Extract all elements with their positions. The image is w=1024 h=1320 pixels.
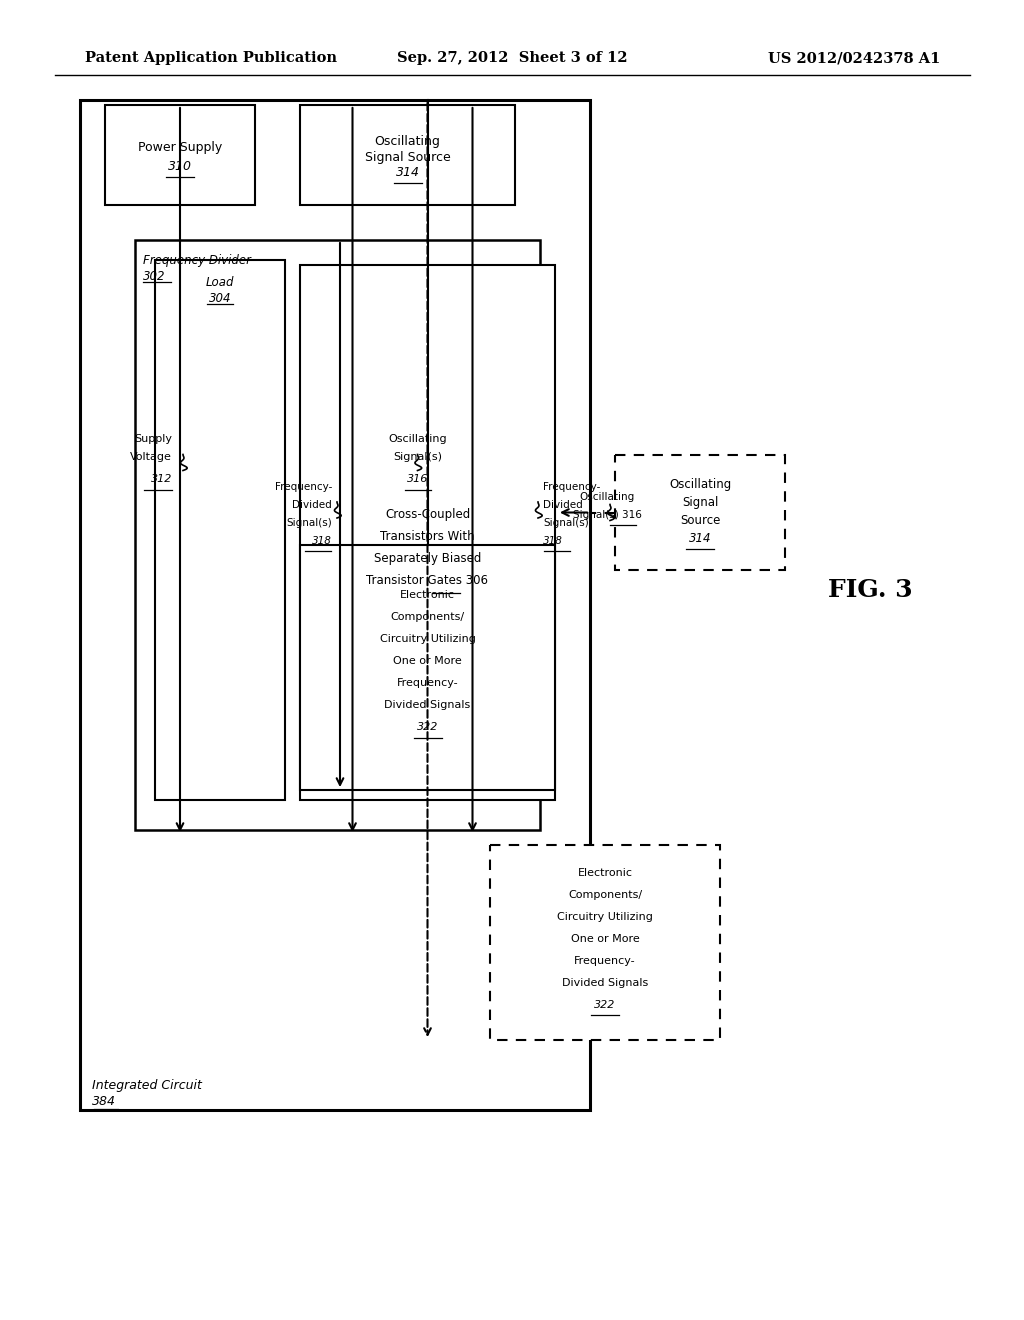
Text: Circuitry Utilizing: Circuitry Utilizing (557, 912, 653, 921)
Text: 384: 384 (92, 1096, 116, 1107)
Text: Divided Signals: Divided Signals (562, 978, 648, 987)
Text: 314: 314 (395, 166, 420, 180)
Text: 318: 318 (312, 536, 332, 546)
Text: Oscillating: Oscillating (375, 135, 440, 148)
Text: Frequency-: Frequency- (574, 956, 636, 965)
Text: Circuitry Utilizing: Circuitry Utilizing (380, 635, 475, 644)
Text: Patent Application Publication: Patent Application Publication (85, 51, 337, 65)
Text: Frequency-: Frequency- (396, 678, 459, 689)
Text: Signal: Signal (682, 496, 718, 510)
Text: Sep. 27, 2012  Sheet 3 of 12: Sep. 27, 2012 Sheet 3 of 12 (396, 51, 628, 65)
Text: Frequency Divider: Frequency Divider (143, 253, 251, 267)
Bar (105, 106, 255, 205)
Text: Electronic: Electronic (400, 590, 455, 601)
Text: Components/: Components/ (568, 890, 642, 899)
Bar (300, 265, 555, 800)
Text: Integrated Circuit: Integrated Circuit (92, 1078, 202, 1092)
Text: Oscillating: Oscillating (669, 478, 731, 491)
Text: Divided Signals: Divided Signals (384, 701, 471, 710)
Text: Source: Source (680, 513, 720, 527)
Bar (155, 260, 285, 800)
Bar (490, 845, 720, 1040)
Text: Oscillating: Oscillating (388, 434, 446, 445)
Text: 302: 302 (143, 271, 166, 282)
Text: Load: Load (206, 276, 234, 289)
Text: 304: 304 (209, 292, 231, 305)
Text: FIG. 3: FIG. 3 (827, 578, 912, 602)
Text: Components/: Components/ (390, 612, 465, 623)
Text: Power Supply: Power Supply (138, 140, 222, 153)
Text: Signal(s) 316: Signal(s) 316 (573, 510, 642, 520)
Text: 322: 322 (594, 999, 615, 1010)
Text: Frequency-: Frequency- (543, 482, 600, 492)
Bar (80, 100, 590, 1110)
Text: 318: 318 (543, 536, 563, 546)
Bar (300, 545, 555, 789)
Text: 312: 312 (151, 474, 172, 484)
Text: Signal(s): Signal(s) (543, 517, 589, 528)
Bar (615, 455, 785, 570)
Text: Frequency-: Frequency- (274, 482, 332, 492)
Text: Oscillating: Oscillating (580, 491, 635, 502)
Text: 314: 314 (689, 532, 712, 545)
Text: Transistors With: Transistors With (380, 531, 475, 543)
Text: Signal Source: Signal Source (365, 150, 451, 164)
Text: One or More: One or More (570, 933, 639, 944)
Bar (135, 240, 540, 830)
Text: 322: 322 (417, 722, 438, 733)
Text: US 2012/0242378 A1: US 2012/0242378 A1 (768, 51, 940, 65)
Text: Voltage: Voltage (130, 453, 172, 462)
Text: Transistor Gates 306: Transistor Gates 306 (367, 574, 488, 587)
Bar (300, 106, 515, 205)
Text: Signal(s): Signal(s) (287, 517, 332, 528)
Text: Supply: Supply (134, 434, 172, 445)
Text: Cross-Coupled: Cross-Coupled (385, 508, 470, 521)
Text: One or More: One or More (393, 656, 462, 667)
Text: Separately Biased: Separately Biased (374, 552, 481, 565)
Text: 310: 310 (168, 161, 193, 173)
Text: Divided: Divided (543, 500, 583, 510)
Text: 316: 316 (407, 474, 428, 484)
Text: Divided: Divided (292, 500, 332, 510)
Text: Signal(s): Signal(s) (393, 453, 442, 462)
Text: Electronic: Electronic (578, 867, 633, 878)
